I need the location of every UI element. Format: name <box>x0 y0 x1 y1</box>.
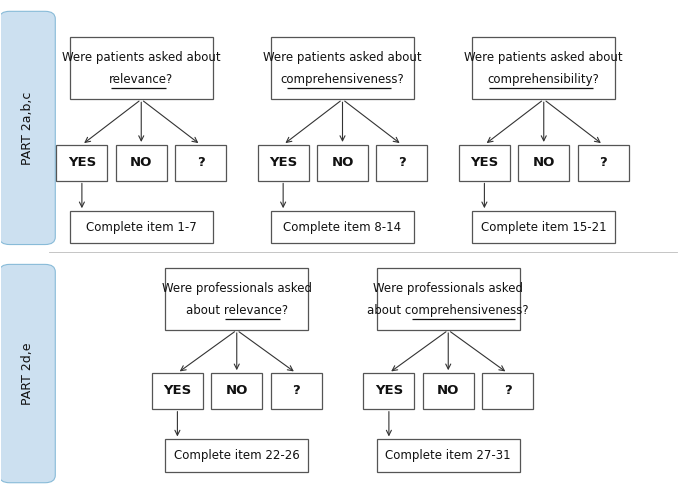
Text: ?: ? <box>503 384 512 397</box>
FancyBboxPatch shape <box>317 145 368 181</box>
Text: about relevance?: about relevance? <box>186 303 288 316</box>
FancyBboxPatch shape <box>271 211 414 244</box>
Text: YES: YES <box>471 156 499 169</box>
FancyBboxPatch shape <box>152 373 203 409</box>
FancyBboxPatch shape <box>459 145 510 181</box>
FancyBboxPatch shape <box>423 373 474 409</box>
FancyBboxPatch shape <box>70 37 213 99</box>
Text: Complete item 8-14: Complete item 8-14 <box>284 221 401 234</box>
FancyBboxPatch shape <box>271 373 322 409</box>
Text: ?: ? <box>398 156 406 169</box>
Text: NO: NO <box>332 156 353 169</box>
Text: Were patients asked about: Were patients asked about <box>62 51 221 64</box>
FancyBboxPatch shape <box>376 145 427 181</box>
Text: NO: NO <box>130 156 153 169</box>
FancyBboxPatch shape <box>472 211 615 244</box>
Text: NO: NO <box>225 384 248 397</box>
Text: YES: YES <box>163 384 192 397</box>
Text: PART 2a,b,c: PART 2a,b,c <box>21 91 34 165</box>
Text: PART 2d,e: PART 2d,e <box>21 342 34 405</box>
Text: NO: NO <box>437 384 460 397</box>
FancyBboxPatch shape <box>363 373 414 409</box>
FancyBboxPatch shape <box>0 264 55 483</box>
Text: comprehensibility?: comprehensibility? <box>488 73 599 86</box>
Text: ?: ? <box>197 156 205 169</box>
FancyBboxPatch shape <box>165 268 308 330</box>
FancyBboxPatch shape <box>377 439 520 472</box>
Text: YES: YES <box>68 156 96 169</box>
Text: ?: ? <box>599 156 607 169</box>
Text: comprehensiveness?: comprehensiveness? <box>281 73 404 86</box>
FancyBboxPatch shape <box>271 37 414 99</box>
Text: Were patients asked about: Were patients asked about <box>263 51 422 64</box>
FancyBboxPatch shape <box>472 37 615 99</box>
Text: Complete item 22-26: Complete item 22-26 <box>174 449 299 462</box>
FancyBboxPatch shape <box>482 373 533 409</box>
Text: YES: YES <box>375 384 403 397</box>
FancyBboxPatch shape <box>175 145 226 181</box>
FancyBboxPatch shape <box>70 211 213 244</box>
FancyBboxPatch shape <box>56 145 108 181</box>
FancyBboxPatch shape <box>165 439 308 472</box>
FancyBboxPatch shape <box>116 145 167 181</box>
Text: about comprehensiveness?: about comprehensiveness? <box>367 303 529 316</box>
FancyBboxPatch shape <box>518 145 569 181</box>
Text: ?: ? <box>292 384 300 397</box>
Text: Were professionals asked: Were professionals asked <box>373 282 523 295</box>
FancyBboxPatch shape <box>0 11 55 245</box>
Text: Were professionals asked: Were professionals asked <box>162 282 312 295</box>
FancyBboxPatch shape <box>377 268 520 330</box>
Text: Complete item 15-21: Complete item 15-21 <box>481 221 607 234</box>
Text: Complete item 1-7: Complete item 1-7 <box>86 221 197 234</box>
Text: Were patients asked about: Were patients asked about <box>464 51 623 64</box>
FancyBboxPatch shape <box>577 145 629 181</box>
Text: relevance?: relevance? <box>109 73 173 86</box>
Text: Complete item 27-31: Complete item 27-31 <box>386 449 511 462</box>
Text: YES: YES <box>269 156 297 169</box>
FancyBboxPatch shape <box>258 145 309 181</box>
FancyBboxPatch shape <box>211 373 262 409</box>
Text: NO: NO <box>532 156 555 169</box>
